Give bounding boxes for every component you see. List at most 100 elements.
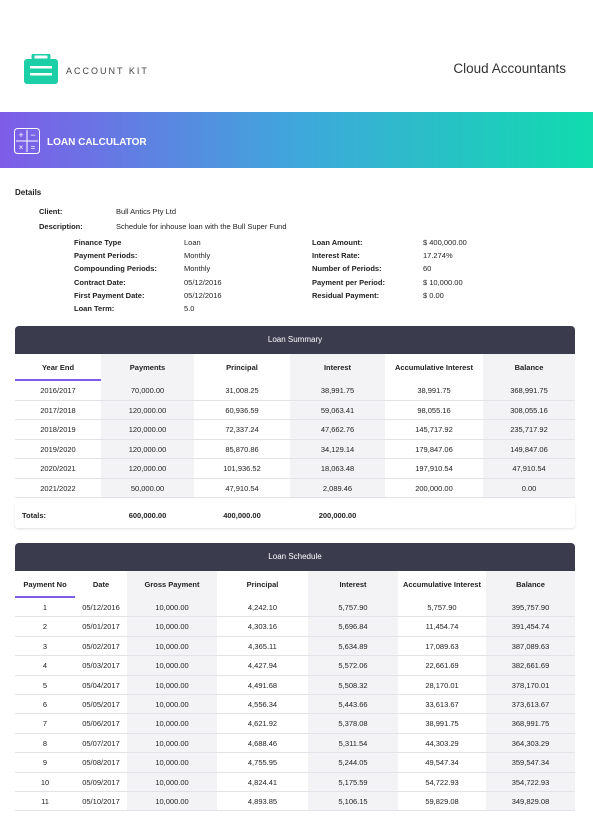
cell: 11,454.74	[425, 622, 459, 632]
detail-label: Compounding Periods:	[74, 264, 157, 274]
column-shade	[127, 571, 217, 812]
detail-label: Client:	[39, 207, 63, 216]
detail-label: First Payment Date:	[74, 290, 145, 300]
column-header: Balance	[516, 580, 545, 589]
cell: 387,089.63	[511, 641, 550, 651]
column-header: Payments	[129, 363, 166, 372]
cell: 05/03/2017	[82, 661, 120, 671]
column-header: Gross Payment	[144, 580, 200, 589]
cell: 10,000.00	[155, 603, 189, 612]
total-value: 200,000.00	[318, 511, 357, 520]
cell: 33,613.67	[425, 700, 459, 709]
detail-value: $ 10,000.00	[423, 277, 463, 287]
cell: 0.00	[521, 483, 537, 493]
cell: 54,722.93	[425, 777, 459, 787]
cell: 5,757.90	[338, 603, 368, 612]
column-shade	[486, 571, 575, 812]
cell: 05/10/2017	[82, 797, 120, 806]
cell: 5,244.05	[338, 758, 368, 768]
cell: 197,910.54	[415, 464, 453, 473]
detail-label: Payment per Period:	[312, 277, 385, 287]
banner-title: LOAN CALCULATOR	[47, 137, 147, 148]
cell: 5,378.08	[338, 719, 368, 729]
cell: 5,572.06	[338, 661, 368, 671]
totals-label: Totals:	[22, 511, 47, 520]
header-underline	[15, 379, 101, 381]
detail-value: $ 0.00	[423, 290, 444, 300]
logo-icon	[24, 54, 58, 84]
detail-label: Contract Date:	[74, 277, 126, 287]
cell: 10,000.00	[155, 661, 189, 671]
column-header: Interest	[339, 580, 367, 589]
column-header: Principal	[226, 363, 258, 372]
cell: 368,991.75	[510, 386, 548, 395]
cell: 179,847.06	[415, 444, 453, 454]
cell: 4,491.68	[247, 680, 278, 690]
cell: 2017/2018	[40, 405, 76, 415]
cell: 3	[42, 641, 48, 651]
row-divider	[15, 477, 575, 479]
detail-label: Payment Periods:	[74, 251, 138, 261]
cell: 5,175.59	[338, 777, 368, 787]
cell: 5,696.84	[338, 622, 368, 632]
column-shade	[483, 354, 575, 498]
cell: 85,870.86	[225, 444, 259, 454]
column-header: Balance	[514, 363, 544, 372]
brand: ACCOUNT KIT	[66, 66, 149, 76]
cell: 10,000.00	[155, 758, 189, 768]
cell: 22,661.69	[425, 661, 459, 671]
column-shade	[308, 571, 398, 812]
detail-label: Loan Amount:	[312, 238, 363, 247]
row-divider	[15, 771, 575, 773]
row-divider	[15, 655, 575, 657]
table-title-bar: Loan Summary	[15, 326, 575, 354]
row-divider	[15, 399, 575, 401]
detail-label: Description:	[39, 222, 83, 231]
cell: 149,847.06	[510, 444, 548, 454]
cell: 200,000.00	[415, 483, 453, 493]
table-title-bar: Loan Schedule	[15, 543, 575, 571]
cell: 70,000.00	[130, 386, 165, 395]
cell: 145,717.92	[415, 425, 453, 434]
cell: 378,170.01	[511, 680, 550, 690]
cell: 4,824.41	[247, 777, 278, 787]
cell: 50,000.00	[130, 483, 165, 493]
row-divider	[15, 497, 575, 498]
cell: 235,717.92	[510, 425, 548, 434]
cell: 364,303.29	[511, 738, 550, 748]
cell: 05/08/2017	[82, 758, 120, 768]
cell: 59,063.41	[320, 405, 355, 415]
cell: 308,055.16	[510, 405, 548, 415]
cell: 4,621.92	[247, 719, 278, 729]
detail-value: 60	[423, 264, 432, 274]
column-header: Accumulative Interest	[403, 580, 481, 589]
row-divider	[15, 438, 575, 440]
column-header: Year End	[41, 363, 75, 372]
row-divider	[15, 458, 575, 459]
cell: 2	[42, 622, 48, 632]
row-divider	[15, 419, 575, 420]
cell: 5,106.15	[338, 797, 368, 806]
cell: 47,910.54	[225, 483, 259, 493]
cell: 47,662.76	[320, 425, 355, 434]
cell: 98,055.16	[417, 405, 451, 415]
cell: 47,910.54	[512, 464, 546, 473]
cell: 38,991.75	[320, 386, 355, 395]
column-header: Payment No	[23, 580, 67, 589]
cell: 10,000.00	[155, 680, 189, 690]
cell: 395,757.90	[511, 603, 550, 612]
cell: 60,936.59	[225, 405, 259, 415]
detail-value: 05/12/2016	[184, 277, 222, 287]
cell: 5,311.54	[338, 738, 368, 748]
cell: 5,508.32	[338, 680, 368, 690]
cell: 11	[41, 797, 49, 806]
detail-value: 17.274%	[423, 251, 453, 261]
cell: 05/06/2017	[82, 719, 120, 729]
header-underline	[15, 596, 75, 598]
cell: 18,063.48	[320, 464, 355, 473]
banner	[0, 112, 593, 168]
cell: 382,661.69	[511, 661, 550, 671]
cell: 354,722.93	[511, 777, 550, 787]
cell: 17,089.63	[425, 641, 459, 651]
cell: 8	[42, 738, 48, 748]
